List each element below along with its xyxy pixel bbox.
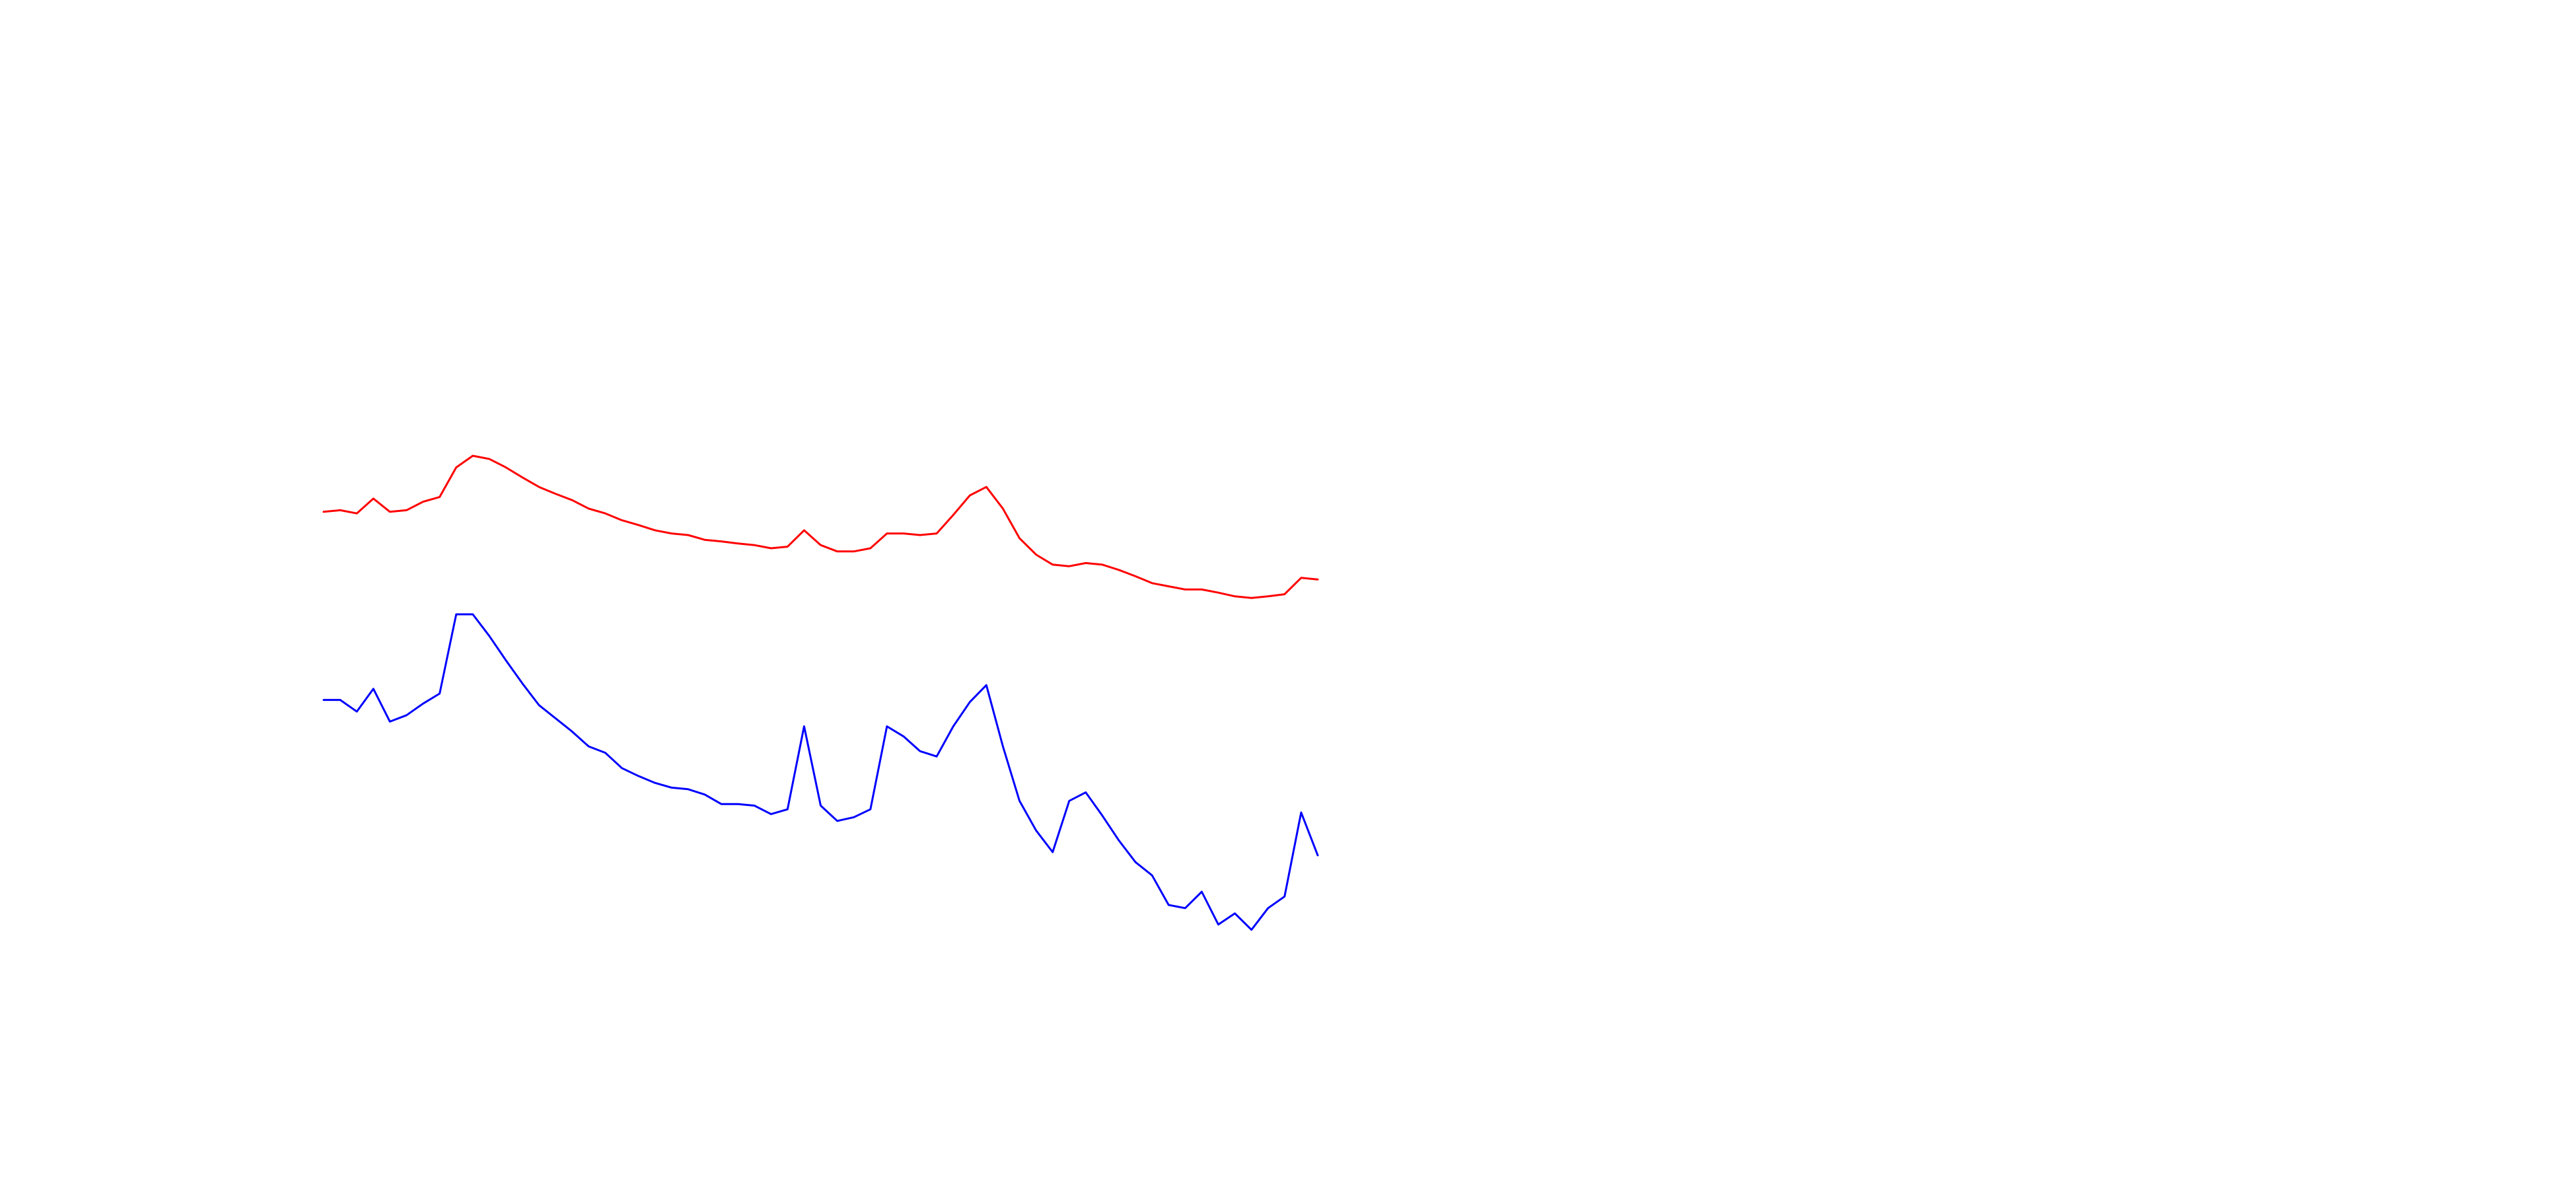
- data-line: [322, 613, 1319, 931]
- data-line: [322, 454, 1319, 599]
